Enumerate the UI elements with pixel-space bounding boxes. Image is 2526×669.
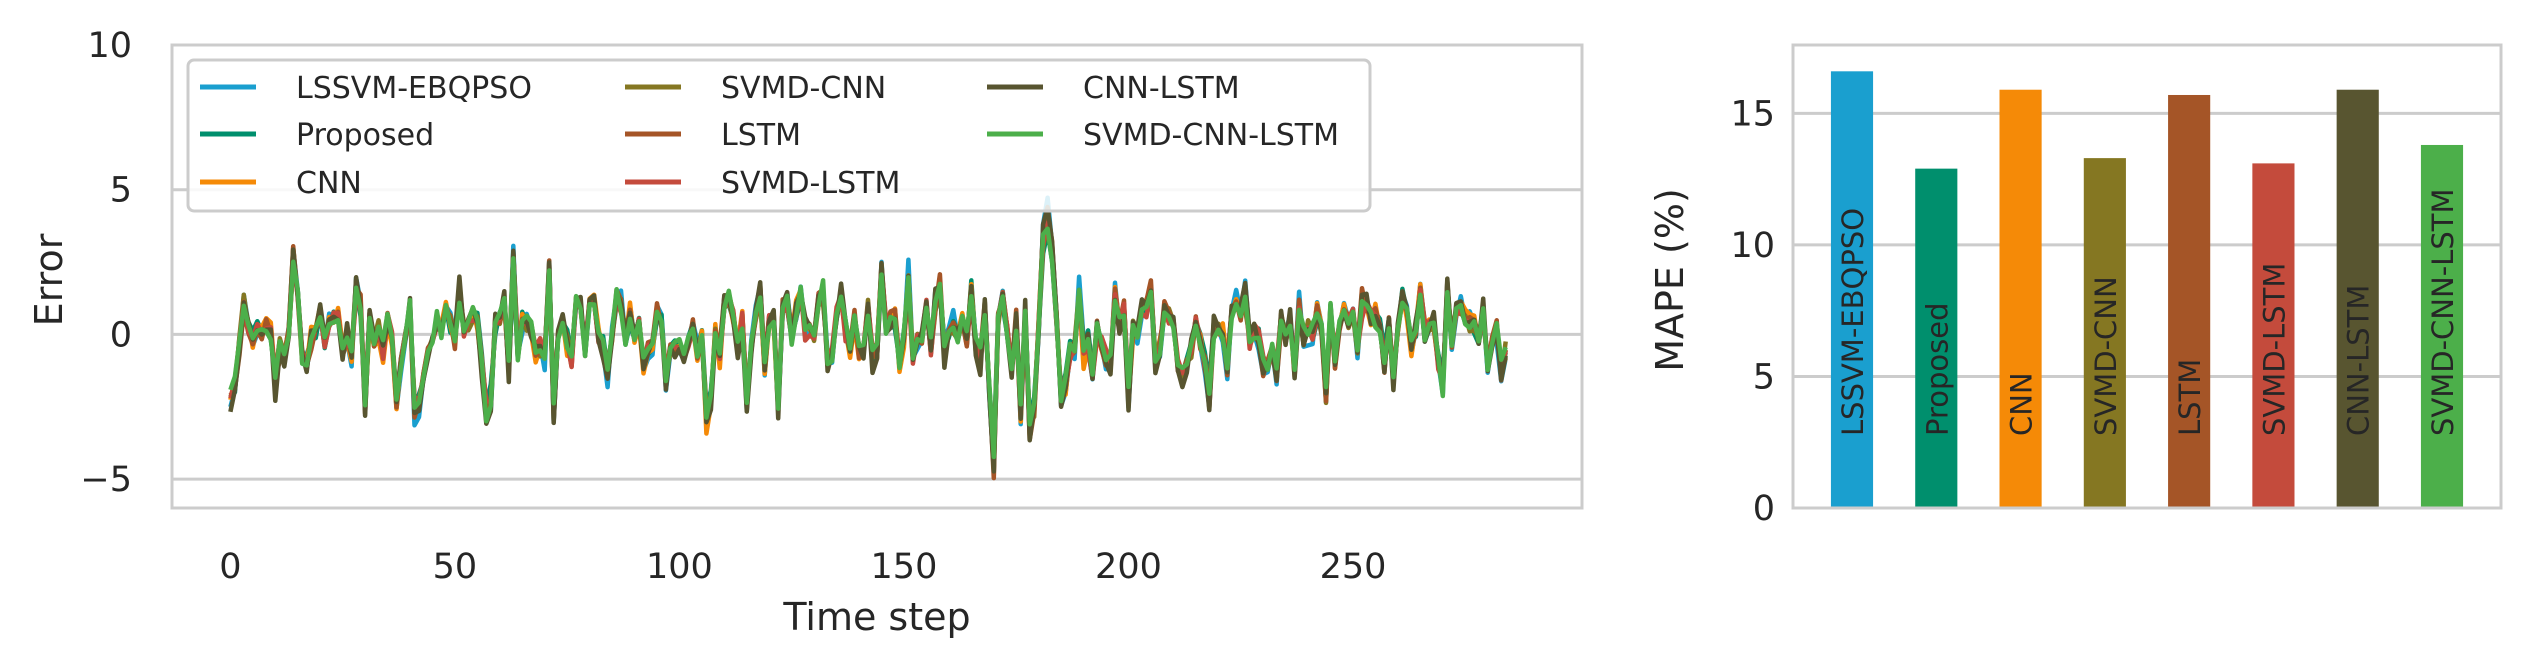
right-y-tick-labels: 0 5 10 15 bbox=[1730, 94, 1775, 529]
legend-label: LSTM bbox=[721, 118, 801, 153]
right-y-tick-label: 10 bbox=[1730, 226, 1775, 266]
legend-label: Proposed bbox=[296, 118, 434, 153]
left-x-tick-label: 50 bbox=[433, 547, 478, 587]
left-x-tick-labels: 0 50 100 150 200 250 bbox=[219, 547, 1386, 587]
legend-frame bbox=[186, 58, 1372, 213]
legend-label: LSSVM-EBQPSO bbox=[296, 71, 532, 106]
bar-label: CNN-LSTM bbox=[2342, 285, 2376, 436]
left-x-tick-label: 0 bbox=[219, 547, 241, 587]
bar bbox=[1999, 89, 2042, 508]
right-y-tick-label: 0 bbox=[1753, 489, 1775, 529]
bar bbox=[2083, 158, 2126, 508]
bar-label: SVMD-CNN-LSTM bbox=[2426, 189, 2460, 436]
bar-label: SVMD-CNN bbox=[2089, 276, 2123, 436]
bar bbox=[1830, 71, 1874, 508]
left-y-tick-label: −5 bbox=[80, 460, 132, 500]
legend-label: CNN bbox=[296, 166, 362, 201]
left-x-tick-label: 100 bbox=[646, 547, 713, 587]
right-gridlines bbox=[1793, 111, 2501, 378]
left-plot-frame bbox=[170, 43, 1584, 510]
left-x-tick-label: 250 bbox=[1320, 547, 1387, 587]
legend: LSSVM-EBQPSO Proposed CNN SVMD-CNN LSTM SVMD-… bbox=[186, 58, 1372, 213]
bar bbox=[1915, 168, 1958, 509]
bar-label: CNN bbox=[2005, 372, 2039, 436]
left-x-tick-label: 150 bbox=[871, 547, 938, 587]
right-y-axis-label: MAPE (%) bbox=[1648, 188, 1692, 372]
legend-label: CNN-LSTM bbox=[1083, 71, 1240, 106]
right-plot-frame bbox=[1791, 43, 2503, 510]
mape-bar-chart: LSSVM-EBQPSO Proposed CNN SVMD-CNN LSTM SVMD-… bbox=[1648, 43, 2503, 529]
left-y-tick-label: 5 bbox=[110, 171, 132, 211]
bar-label: SVMD-LSTM bbox=[2257, 263, 2291, 436]
left-x-tick-label: 200 bbox=[1095, 547, 1162, 587]
bar bbox=[2336, 89, 2379, 508]
series-line bbox=[228, 223, 1508, 470]
right-y-tick-label: 15 bbox=[1730, 94, 1775, 134]
left-y-axis-label: Error bbox=[27, 233, 71, 326]
left-y-tick-labels: −5 0 5 10 bbox=[80, 26, 132, 500]
bar-label: LSSVM-EBQPSO bbox=[1836, 208, 1870, 436]
bar-label: LSTM bbox=[2173, 359, 2207, 436]
right-y-tick-label: 5 bbox=[1753, 357, 1775, 397]
legend-label: SVMD-CNN-LSTM bbox=[1083, 118, 1339, 153]
error-line-chart: 0 50 100 150 200 250 −5 0 5 10 Time step Error L… bbox=[27, 26, 1584, 639]
bar bbox=[2252, 163, 2295, 508]
legend-label: SVMD-LSTM bbox=[721, 166, 900, 201]
bar bbox=[2420, 144, 2464, 508]
right-bars: LSSVM-EBQPSO Proposed CNN SVMD-CNN LSTM SVMD-… bbox=[1830, 71, 2464, 509]
legend-label: SVMD-CNN bbox=[721, 71, 886, 106]
bar bbox=[2168, 94, 2211, 508]
bar-label: Proposed bbox=[1920, 302, 1954, 436]
left-x-axis-label: Time step bbox=[782, 595, 970, 639]
left-series-lines bbox=[228, 195, 1508, 481]
left-y-tick-label: 10 bbox=[87, 26, 132, 66]
left-y-tick-label: 0 bbox=[110, 315, 132, 355]
series-line bbox=[228, 226, 1508, 460]
